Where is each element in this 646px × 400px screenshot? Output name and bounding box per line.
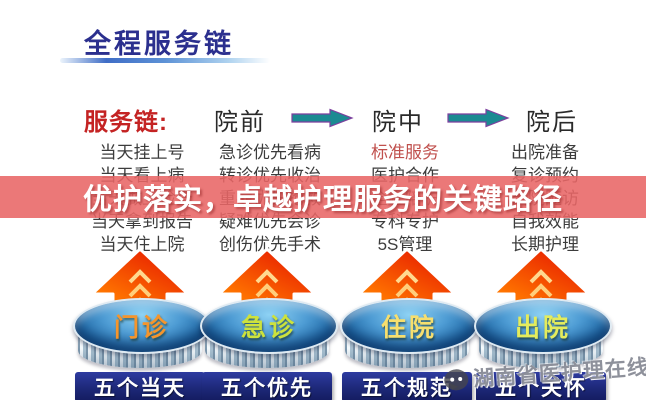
button-label: 门诊 xyxy=(113,314,170,342)
page-title: 全程服务链 xyxy=(84,29,234,59)
chat-bubble-icon xyxy=(443,368,469,391)
badge-five-same-day: 五个当天 xyxy=(75,372,205,400)
list-item: 当天住上院 xyxy=(99,235,185,254)
list-item: 当天挂上号 xyxy=(99,143,185,162)
list-item: 创伤优先手术 xyxy=(219,235,321,254)
title-underline xyxy=(60,58,270,63)
right-arrow-icon xyxy=(447,108,510,128)
list-item: 出院准备 xyxy=(511,143,579,162)
feature-emergency: 急诊 五个优先 xyxy=(192,246,342,400)
right-arrow-icon xyxy=(291,108,354,128)
chain-label: 服务链: xyxy=(84,109,168,136)
stage-post-hospital: 院后 xyxy=(526,109,578,136)
stage-in-hospital: 院中 xyxy=(372,109,424,136)
list-item: 急诊优先看病 xyxy=(219,143,321,162)
button-label: 出院 xyxy=(514,314,571,342)
stage-pre-hospital: 院前 xyxy=(214,109,266,136)
list-item: 长期护理 xyxy=(511,235,579,254)
podium-button-discharge: 出院 xyxy=(474,298,612,354)
podium-button-outpatient: 门诊 xyxy=(73,298,211,354)
list-item: 5S管理 xyxy=(377,235,433,254)
button-label: 急诊 xyxy=(240,314,297,342)
headline-text: 优护落实，卓越护理服务的关键路径 xyxy=(82,184,563,216)
list-item-highlight: 标准服务 xyxy=(371,143,439,162)
podium-button-inpatient: 住院 xyxy=(340,298,478,354)
feature-discharge: 出院 五个关怀 xyxy=(466,246,616,400)
button-label: 住院 xyxy=(380,314,437,342)
badge-five-cares: 五个关怀 xyxy=(476,372,606,400)
headline-banner: 优护落实，卓越护理服务的关键路径 xyxy=(0,176,646,218)
feature-outpatient: 门诊 五个当天 xyxy=(65,246,215,400)
badge-five-priorities: 五个优先 xyxy=(202,372,332,400)
podium-button-emergency: 急诊 xyxy=(200,298,338,354)
